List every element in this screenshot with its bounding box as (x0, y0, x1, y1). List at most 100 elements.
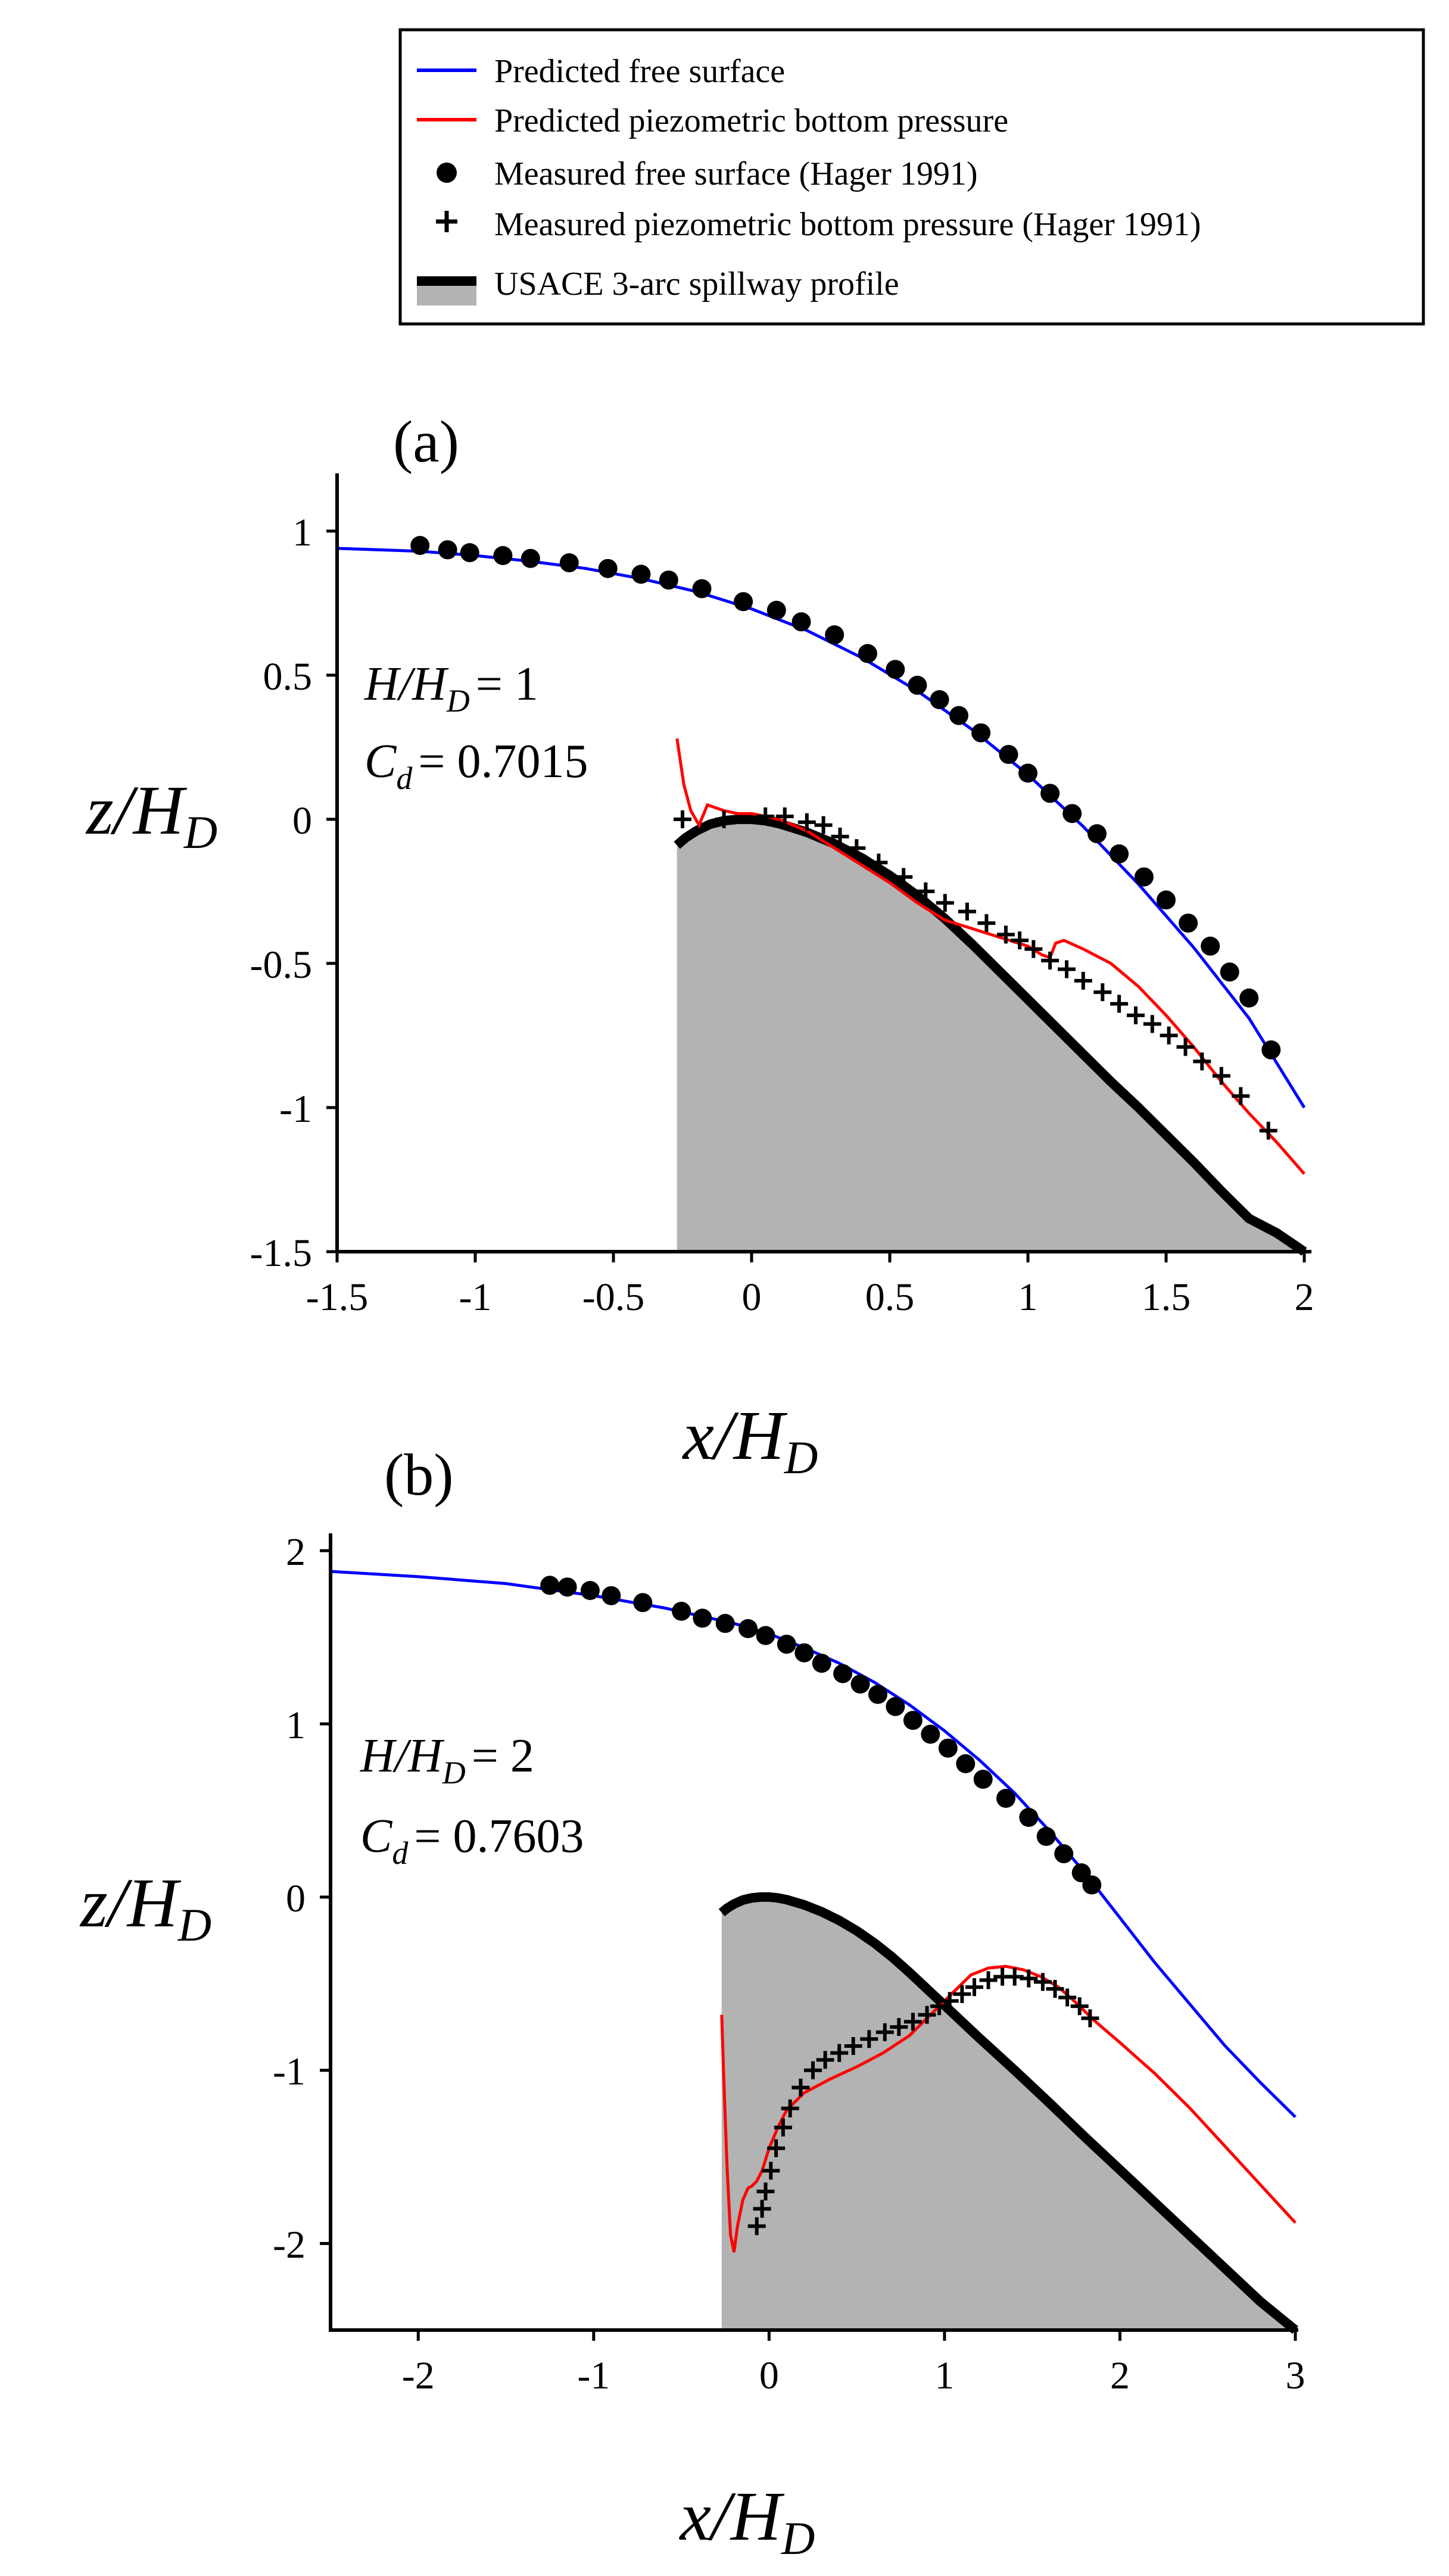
panel-b: (b) -2 -1 0 1 2 3 -2 -1 0 1 2 x/HD z/HD H/HD = 2 C… (79, 1442, 1305, 2564)
measured-bottom-pressure-point (767, 2139, 786, 2157)
measured-free-surface-point (1062, 804, 1082, 824)
measured-free-surface-point (921, 1724, 940, 1744)
y-ticks: -2 -1 0 1 2 (273, 1530, 331, 2267)
panel-label: (a) (393, 408, 459, 475)
measured-free-surface-point (956, 1754, 976, 1773)
measured-free-surface-point (598, 559, 618, 578)
x-tick-label: 1 (1018, 1275, 1038, 1319)
measured-free-surface-points (540, 1576, 1102, 1895)
predicted-bottom-pressure-line (675, 738, 1305, 1175)
predicted-free-surface-line (330, 1570, 1297, 2118)
measured-free-surface-point (949, 706, 968, 725)
y-tick-label: 0 (292, 799, 312, 843)
x-tick-label: -1 (459, 1275, 492, 1319)
legend-entry-predicted-bottom-pressure: Predicted piezometric bottom pressure (417, 102, 1008, 139)
y-axis-label: z/HD (85, 771, 217, 858)
x-tick-label: -0.5 (582, 1275, 644, 1319)
measured-bottom-pressure-point (1193, 1052, 1211, 1071)
measured-bottom-pressure-point (816, 2051, 834, 2069)
measured-free-surface-point (672, 1601, 691, 1621)
legend-swatch-plus (436, 211, 457, 232)
legend-entry-measured-bottom-pressure: Measured piezometric bottom pressure (Ha… (436, 206, 1201, 243)
legend-label: Measured free surface (Hager 1991) (494, 155, 978, 192)
x-ticks: -1.5 -1 -0.5 0 0.5 1 1.5 2 (306, 1252, 1314, 1319)
measured-free-surface-point (792, 612, 811, 632)
measured-bottom-pressure-point (1160, 1026, 1178, 1044)
measured-bottom-pressure-point (1143, 1015, 1161, 1033)
measured-free-surface-point (1110, 844, 1129, 863)
measured-bottom-pressure-point (756, 2182, 775, 2201)
y-tick-label: -1.5 (250, 1231, 312, 1275)
measured-free-surface-point (521, 548, 540, 568)
measured-free-surface-point (631, 565, 651, 584)
y-tick-label: -0.5 (250, 943, 312, 987)
measured-bottom-pressure-point (1041, 952, 1060, 970)
measured-free-surface-point (715, 1614, 735, 1633)
measured-bottom-pressure-point (1046, 1980, 1064, 1998)
measured-free-surface-point (493, 546, 513, 565)
measured-bottom-pressure-point (1212, 1066, 1230, 1085)
measured-free-surface-point (1018, 763, 1037, 783)
measured-free-surface-point (1134, 867, 1154, 887)
measured-free-surface-point (1087, 824, 1107, 844)
measured-free-surface-point (903, 1711, 923, 1730)
y-tick-label: 0 (286, 1877, 306, 1920)
measured-bottom-pressure-point (762, 2162, 780, 2180)
plot-area-b (330, 1570, 1299, 2334)
y-tick-label: -2 (273, 2223, 306, 2267)
measured-free-surface-point (756, 1626, 775, 1645)
measured-free-surface-point (693, 1608, 712, 1628)
measured-bottom-pressure-point (870, 853, 888, 872)
measured-free-surface-point (460, 543, 479, 563)
measured-free-surface-point (938, 1738, 958, 1758)
measured-bottom-pressure-point (875, 2023, 894, 2041)
y-tick-label: -1 (279, 1087, 312, 1131)
measured-free-surface-points (410, 536, 1281, 1060)
measured-bottom-pressure-point (953, 1985, 971, 2003)
measured-bottom-pressure-point (903, 2013, 922, 2031)
legend-swatch-dot (437, 163, 457, 183)
panel-label: (b) (384, 1442, 454, 1508)
measured-free-surface-point (812, 1654, 831, 1673)
measured-free-surface-point (973, 1770, 993, 1789)
measured-bottom-pressure-point (917, 882, 935, 900)
measured-free-surface-point (1220, 962, 1239, 982)
measured-bottom-pressure-point (781, 2099, 799, 2117)
x-tick-label: 0 (742, 1275, 762, 1319)
measured-free-surface-point (1036, 1827, 1056, 1846)
measured-free-surface-point (833, 1664, 853, 1683)
measured-bottom-pressure-point (756, 807, 775, 825)
measured-bottom-pressure-point (847, 839, 866, 857)
x-axis-label: x/HD (679, 2477, 815, 2564)
measured-free-surface-point (659, 570, 678, 590)
x-tick-label: -1 (577, 2354, 610, 2397)
measured-bottom-pressure-point (890, 2018, 908, 2036)
measured-bottom-pressure-point (797, 813, 816, 831)
measured-free-surface-point (777, 1635, 796, 1654)
measured-free-surface-point (1157, 890, 1176, 910)
plot-area-a (336, 536, 1307, 1256)
measured-free-surface-point (557, 1577, 577, 1597)
measured-bottom-pressure-point (792, 2078, 810, 2097)
measured-bottom-pressure-point (1176, 1038, 1195, 1056)
measured-free-surface-point (794, 1643, 814, 1663)
measured-bottom-pressure-point (977, 914, 996, 933)
measured-free-surface-point (1239, 988, 1259, 1008)
measured-free-surface-point (996, 1789, 1015, 1808)
measured-bottom-pressure-point (1033, 1973, 1052, 1991)
measured-free-surface-point (580, 1581, 600, 1600)
measured-free-surface-point (438, 540, 457, 560)
measured-free-surface-point (1082, 1875, 1102, 1895)
y-tick-label: -1 (273, 2050, 306, 2094)
measured-bottom-pressure-point (1232, 1087, 1250, 1105)
spillway-profile-fill (677, 819, 1304, 1252)
measured-bottom-pressure-point (1081, 2009, 1099, 2028)
legend-entry-predicted-free-surface: Predicted free surface (417, 53, 785, 90)
measured-bottom-pressure-point (979, 1971, 998, 1989)
measured-bottom-pressure-point (958, 902, 976, 921)
measured-bottom-pressure-point (936, 894, 954, 912)
y-axis-label: z/HD (79, 1864, 211, 1951)
x-tick-label: -1.5 (306, 1275, 368, 1319)
measured-bottom-pressure-point (844, 2037, 862, 2055)
